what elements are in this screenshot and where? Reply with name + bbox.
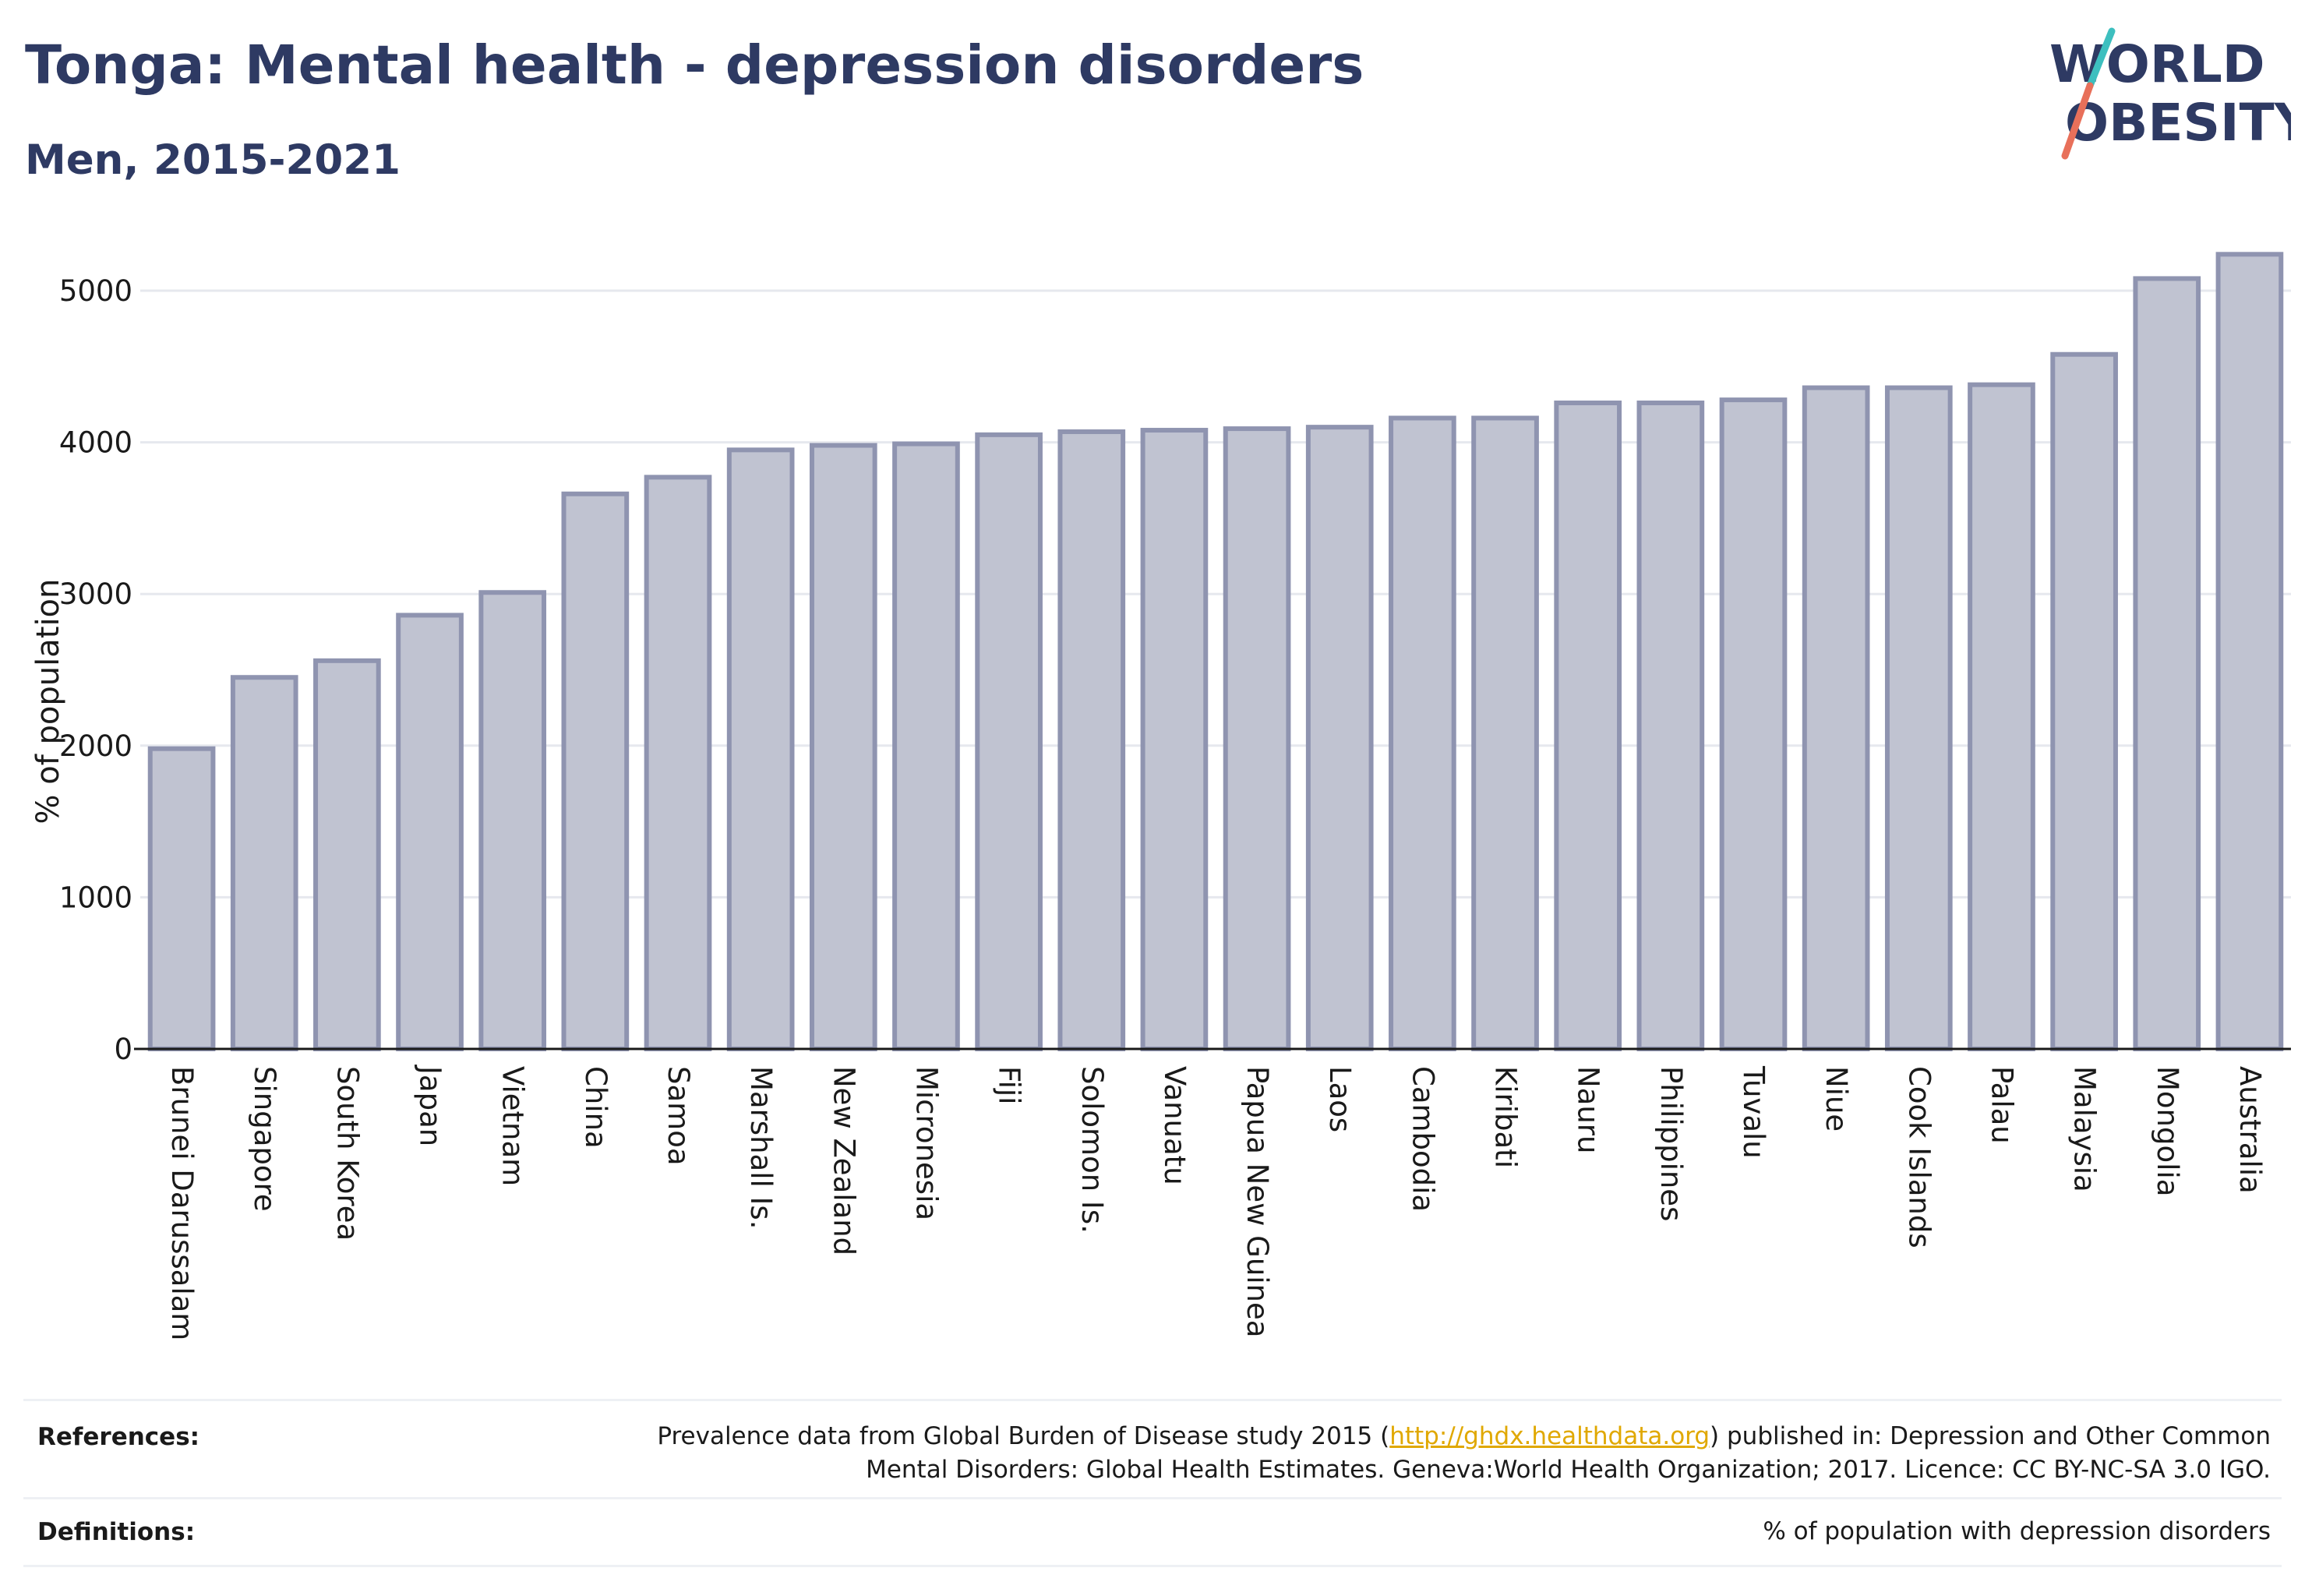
y-tick-label: 1000 bbox=[59, 881, 132, 914]
x-axis-labels: Brunei Darussalam Singapore South Korea Jap… bbox=[165, 1065, 2267, 1340]
x-tick-label: Laos bbox=[1323, 1066, 1357, 1132]
bar bbox=[561, 491, 630, 1052]
y-tick-label: 0 bbox=[114, 1033, 132, 1066]
bar-chart: 0 1000 2000 3000 4000 5000 Brunei Darussalam S… bbox=[30, 252, 2291, 1340]
x-tick-label: Micronesia bbox=[909, 1066, 943, 1220]
x-tick-label: Tuvalu bbox=[1737, 1065, 1770, 1159]
definitions-row: Definitions: % of population with depres… bbox=[23, 1497, 2282, 1567]
bar bbox=[1802, 385, 1870, 1051]
page-subtitle: Men, 2015-2021 bbox=[25, 136, 401, 184]
bar bbox=[975, 432, 1043, 1051]
references-text: Prevalence data from Global Burden of Di… bbox=[634, 1420, 2271, 1487]
x-tick-label: Vanuatu bbox=[1158, 1066, 1191, 1185]
bar bbox=[809, 443, 877, 1051]
page-title: Tonga: Mental health - depression disord… bbox=[25, 34, 1364, 97]
x-tick-label: Singapore bbox=[248, 1066, 281, 1212]
references-pre: Prevalence data from Global Burden of Di… bbox=[657, 1422, 1390, 1450]
bar bbox=[1554, 401, 1622, 1051]
bar bbox=[396, 613, 464, 1051]
chart-footer: References: Prevalence data from Global … bbox=[23, 1399, 2282, 1567]
logo-slash-teal bbox=[2086, 27, 2116, 90]
bar bbox=[1389, 415, 1456, 1051]
x-tick-label: Papua New Guinea bbox=[1241, 1066, 1274, 1337]
y-axis-ticks: 0 1000 2000 3000 4000 5000 bbox=[59, 274, 132, 1066]
y-tick-label: 2000 bbox=[59, 729, 132, 763]
x-tick-label: Philippines bbox=[1654, 1066, 1688, 1221]
bar bbox=[478, 590, 547, 1051]
x-tick-label: Cambodia bbox=[1406, 1066, 1439, 1212]
logo-line1: WORLD bbox=[2049, 34, 2265, 94]
bar bbox=[147, 746, 216, 1052]
x-tick-label: China bbox=[579, 1066, 612, 1149]
x-tick-label: Solomon Is. bbox=[1075, 1066, 1109, 1234]
bar bbox=[1057, 429, 1126, 1051]
x-tick-label: Samoa bbox=[662, 1066, 695, 1166]
definitions-text: % of population with depression disorder… bbox=[1763, 1517, 2271, 1545]
bar bbox=[1884, 385, 1953, 1051]
x-tick-label: Brunei Darussalam bbox=[165, 1066, 199, 1340]
bar bbox=[726, 447, 795, 1051]
bar bbox=[892, 441, 960, 1051]
bar bbox=[2215, 252, 2284, 1051]
bar bbox=[2133, 276, 2201, 1051]
x-tick-label: Mongolia bbox=[2151, 1066, 2184, 1196]
references-post: ) published in: Depression and Other Com… bbox=[866, 1422, 2271, 1484]
x-tick-label: Palau bbox=[1985, 1066, 2018, 1144]
bar bbox=[644, 475, 712, 1052]
x-tick-label: Cook Islands bbox=[1902, 1066, 1936, 1248]
references-row: References: Prevalence data from Global … bbox=[23, 1399, 2282, 1499]
bar bbox=[313, 658, 381, 1051]
y-tick-label: 4000 bbox=[59, 426, 132, 460]
bar bbox=[1968, 382, 2035, 1052]
world-obesity-logo: WORLD OBESITY bbox=[2049, 27, 2291, 160]
definitions-label: Definitions: bbox=[37, 1518, 196, 1546]
x-tick-label: Vietnam bbox=[496, 1066, 530, 1186]
bar bbox=[2050, 351, 2118, 1051]
bar bbox=[1719, 397, 1788, 1051]
bar bbox=[1636, 401, 1705, 1051]
bar bbox=[1223, 426, 1291, 1051]
x-tick-label: Fiji bbox=[993, 1066, 1026, 1104]
ghdx-link[interactable]: http://ghdx.healthdata.org bbox=[1389, 1422, 1710, 1450]
x-tick-label: New Zealand bbox=[827, 1066, 860, 1255]
x-tick-label: Niue bbox=[1820, 1066, 1853, 1132]
x-tick-label: Australia bbox=[2233, 1066, 2267, 1194]
y-tick-label: 3000 bbox=[59, 577, 132, 611]
bar bbox=[1140, 428, 1209, 1052]
bar bbox=[1305, 425, 1374, 1051]
references-label: References: bbox=[37, 1423, 200, 1451]
bar bbox=[1471, 415, 1539, 1051]
logo-line2: OBESITY bbox=[2065, 93, 2291, 153]
bars bbox=[147, 252, 2284, 1052]
x-tick-label: South Korea bbox=[330, 1066, 364, 1241]
y-tick-label: 5000 bbox=[59, 274, 132, 308]
x-tick-label: Marshall Is. bbox=[744, 1066, 778, 1229]
logo-slash-coral bbox=[2061, 82, 2094, 160]
x-tick-label: Kiribati bbox=[1489, 1066, 1523, 1168]
x-tick-label: Nauru bbox=[1572, 1066, 1605, 1153]
y-axis-label: % of population bbox=[30, 579, 66, 824]
x-tick-label: Malaysia bbox=[2068, 1066, 2102, 1192]
x-tick-label: Japan bbox=[414, 1065, 447, 1146]
bar bbox=[230, 675, 298, 1051]
